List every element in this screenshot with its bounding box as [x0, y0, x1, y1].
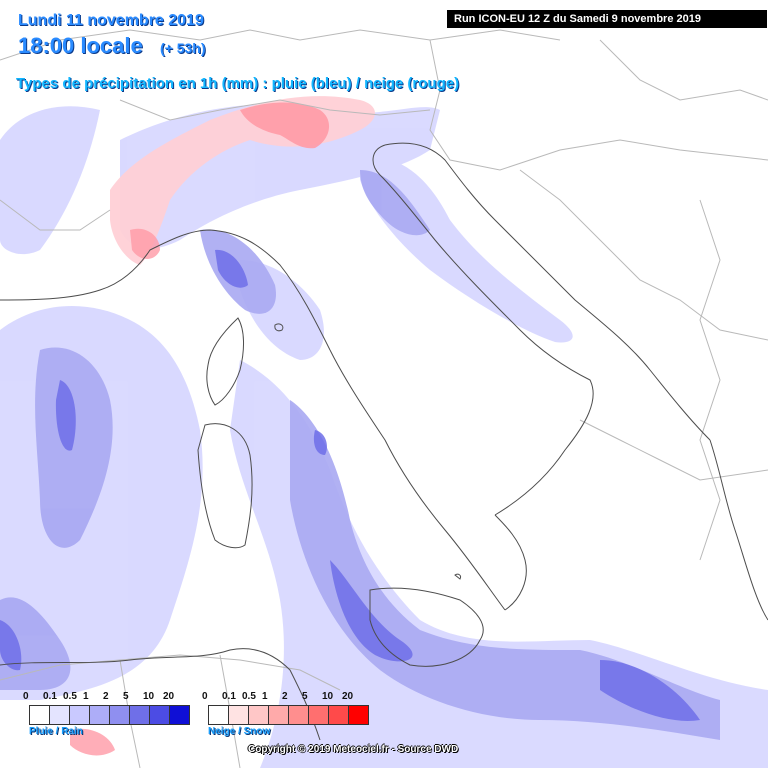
- forecast-lead-time: (+ 53h): [160, 40, 206, 56]
- legend_rain-swatch-7: [169, 705, 190, 725]
- legend_rain-tick-2: 0.5: [63, 691, 77, 702]
- legend_snow-swatch-0: [208, 705, 229, 725]
- rain-heavy-areas: [0, 249, 700, 721]
- legend_rain-swatch-5: [129, 705, 150, 725]
- legend_snow-swatch-2: [248, 705, 269, 725]
- legend_rain-tick-3: 1: [83, 691, 89, 702]
- legend_snow-tick-1: 0.1: [222, 691, 236, 702]
- legend_snow-tick-7: 20: [342, 691, 354, 702]
- legend_rain-tick-6: 10: [143, 691, 155, 702]
- copyright-note: Copyright © 2019 Meteociel.fr - Source D…: [248, 744, 459, 755]
- legend-rain-swatches: [29, 705, 190, 725]
- legend_rain-swatch-6: [149, 705, 170, 725]
- legend_rain-tick-4: 2: [103, 691, 109, 702]
- coastlines: [0, 142, 768, 741]
- legend_snow-tick-3: 1: [262, 691, 268, 702]
- legend_snow-swatch-4: [288, 705, 309, 725]
- legend_snow-swatch-3: [268, 705, 289, 725]
- legend_snow-swatch-1: [228, 705, 249, 725]
- legend-rain-caption: Pluie / Rain: [29, 726, 83, 737]
- forecast-date: Lundi 11 novembre 2019: [18, 12, 204, 29]
- legend_rain-tick-7: 20: [163, 691, 175, 702]
- legend-snow-swatches: [208, 705, 369, 725]
- legend_snow-tick-5: 5: [302, 691, 308, 702]
- legend_snow-tick-4: 2: [282, 691, 288, 702]
- legend_snow-swatch-6: [328, 705, 349, 725]
- legend_snow-tick-2: 0.5: [242, 691, 256, 702]
- legend_rain-tick-5: 5: [123, 691, 129, 702]
- legend_rain-swatch-3: [89, 705, 110, 725]
- legend_rain-tick-0: 0: [23, 691, 29, 702]
- model-run-label: Run ICON-EU 12 Z du Samedi 9 novembre 20…: [447, 10, 767, 28]
- legend_snow-swatch-5: [308, 705, 329, 725]
- legend-snow-caption: Neige / Snow: [208, 726, 271, 737]
- map-subtitle: Types de précipitation en 1h (mm) : plui…: [16, 75, 460, 92]
- legend_snow-swatch-7: [348, 705, 369, 725]
- forecast-time: 18:00 locale: [18, 33, 143, 58]
- legend_rain-swatch-2: [69, 705, 90, 725]
- snow-areas: [70, 96, 375, 756]
- legend_snow-tick-6: 10: [322, 691, 334, 702]
- legend_rain-tick-1: 0.1: [43, 691, 57, 702]
- legend_rain-swatch-1: [49, 705, 70, 725]
- legend_rain-swatch-4: [109, 705, 130, 725]
- legend_rain-swatch-0: [29, 705, 50, 725]
- legend_snow-tick-0: 0: [202, 691, 208, 702]
